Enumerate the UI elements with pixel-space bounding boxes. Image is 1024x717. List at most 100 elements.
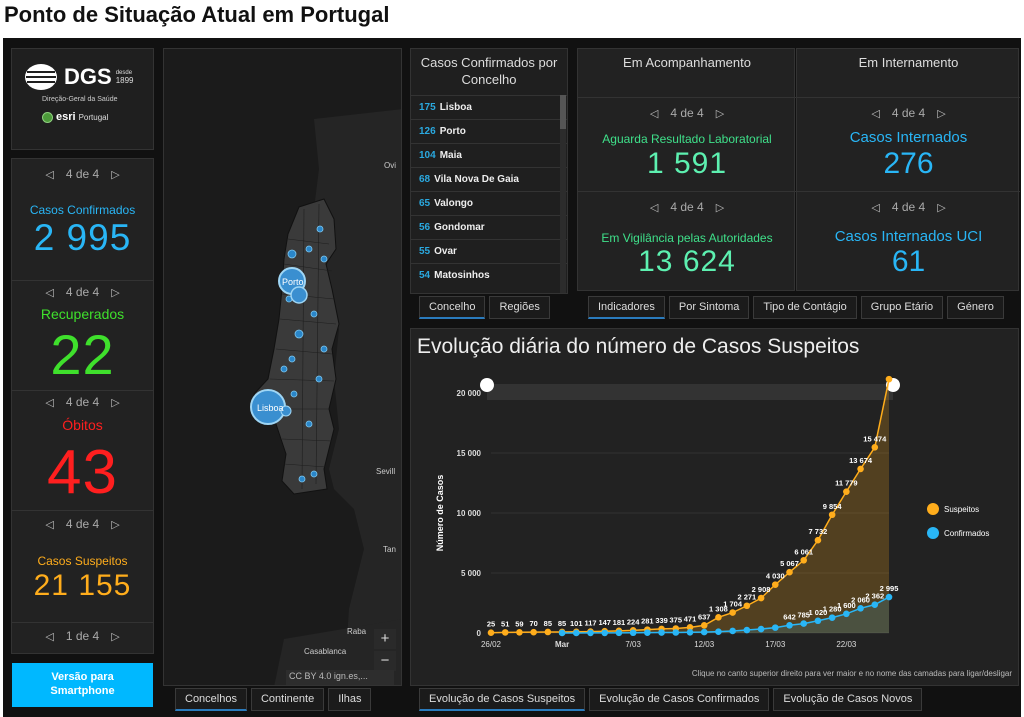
prev-arrow-icon[interactable]: ◁ (45, 630, 54, 643)
data-point[interactable] (501, 629, 509, 636)
list-item[interactable]: 56 Gondomar (411, 215, 567, 239)
range-slider[interactable] (487, 384, 893, 400)
map-panel[interactable]: Porto Lisboa Ovi Sevill Tan Raba Casabla… (163, 48, 402, 686)
data-point[interactable] (601, 629, 609, 637)
legend-label[interactable]: Suspeitos (944, 505, 979, 514)
tab-evolucao-novos[interactable]: Evolução de Casos Novos (773, 688, 923, 711)
data-point[interactable] (885, 593, 893, 601)
next-arrow-icon[interactable]: ▷ (715, 107, 725, 120)
next-arrow-icon[interactable]: ▷ (937, 107, 946, 120)
data-point[interactable] (871, 444, 879, 451)
list-item[interactable]: 65 Valongo (411, 191, 567, 215)
data-point[interactable] (814, 536, 822, 544)
data-point[interactable] (757, 625, 765, 633)
x-tick-label: 26/02 (481, 640, 502, 649)
next-arrow-icon[interactable]: ▷ (111, 168, 120, 181)
next-arrow-icon[interactable]: ▷ (111, 396, 120, 409)
data-point[interactable] (544, 628, 552, 636)
data-point[interactable] (516, 628, 523, 636)
tab-regioes[interactable]: Regiões (489, 296, 550, 319)
data-point[interactable] (558, 629, 566, 637)
tab-concelhos[interactable]: Concelhos (175, 688, 247, 711)
prev-arrow-icon[interactable]: ◁ (45, 518, 54, 531)
data-point[interactable] (771, 624, 779, 631)
legend-label[interactable]: Confirmados (944, 529, 989, 538)
data-point[interactable] (686, 624, 694, 631)
scrollbar-thumb[interactable] (560, 95, 566, 129)
list-item[interactable]: 54 Matosinhos (411, 263, 567, 287)
legend-dot[interactable] (927, 527, 939, 539)
data-point[interactable] (729, 627, 736, 635)
tab-indicadores[interactable]: Indicadores (588, 296, 665, 319)
data-point[interactable] (828, 511, 836, 519)
data-point[interactable] (658, 629, 665, 636)
data-point[interactable] (843, 610, 850, 618)
prev-arrow-icon[interactable]: ◁ (649, 201, 659, 214)
prev-arrow-icon[interactable]: ◁ (871, 107, 880, 120)
tab-concelho[interactable]: Concelho (419, 296, 486, 319)
next-arrow-icon[interactable]: ▷ (111, 286, 120, 299)
zoom-out-button[interactable]: − (374, 651, 396, 671)
data-point[interactable] (843, 488, 850, 495)
data-point[interactable] (786, 568, 793, 576)
data-point[interactable] (700, 628, 708, 636)
tab-ilhas[interactable]: Ilhas (328, 688, 372, 711)
prev-arrow-icon[interactable]: ◁ (45, 168, 54, 181)
tab-continente[interactable]: Continente (250, 688, 325, 711)
prev-arrow-icon[interactable]: ◁ (45, 396, 54, 409)
data-point[interactable] (828, 614, 836, 621)
prev-arrow-icon[interactable]: ◁ (45, 286, 54, 299)
tab-tipo-contagio[interactable]: Tipo de Contágio (753, 296, 857, 319)
map-attribution[interactable]: CC BY 4.0 ign.es,... (286, 670, 394, 685)
data-point[interactable] (729, 609, 736, 616)
data-point[interactable] (700, 622, 708, 629)
data-point[interactable] (572, 629, 580, 637)
tab-genero[interactable]: Género (947, 296, 1004, 319)
data-point[interactable] (814, 617, 822, 625)
zoom-in-button[interactable]: + (374, 629, 396, 649)
tab-evolucao-suspeitos[interactable]: Evolução de Casos Suspeitos (419, 688, 586, 711)
data-point[interactable] (743, 602, 751, 610)
prev-arrow-icon[interactable]: ◁ (649, 107, 659, 120)
data-point[interactable] (885, 375, 893, 383)
list-item[interactable]: 68 Vila Nova De Gaia (411, 167, 567, 191)
data-point[interactable] (644, 629, 651, 636)
data-point[interactable] (686, 628, 694, 636)
next-arrow-icon[interactable]: ▷ (715, 201, 725, 214)
list-item[interactable]: 175 Lisboa (411, 95, 567, 119)
next-arrow-icon[interactable]: ▷ (937, 201, 946, 214)
data-point[interactable] (800, 556, 808, 564)
range-handle-left[interactable] (480, 378, 494, 392)
legend-dot[interactable] (927, 503, 939, 515)
data-point[interactable] (857, 604, 864, 612)
suspected-cases-chart[interactable]: 0 5 000 10 000 15 000 20 000 Número de Casos 2… (411, 369, 1020, 669)
data-point[interactable] (857, 465, 864, 473)
data-point[interactable] (743, 626, 751, 634)
data-point[interactable] (715, 628, 722, 635)
data-point[interactable] (771, 581, 779, 588)
list-item[interactable]: 104 Maia (411, 143, 567, 167)
data-point[interactable] (757, 594, 765, 602)
next-arrow-icon[interactable]: ▷ (111, 630, 120, 643)
data-point[interactable] (487, 629, 495, 636)
list-item[interactable]: 55 Ovar (411, 239, 567, 263)
list-item[interactable]: 126 Porto (411, 119, 567, 143)
data-point[interactable] (786, 621, 793, 629)
portugal-map[interactable] (164, 49, 402, 686)
data-point[interactable] (672, 629, 680, 636)
data-point[interactable] (615, 629, 623, 637)
tab-grupo-etario[interactable]: Grupo Etário (860, 296, 944, 319)
prev-arrow-icon[interactable]: ◁ (871, 201, 880, 214)
tab-evolucao-confirmados[interactable]: Evolução de Casos Confirmados (589, 688, 770, 711)
data-point[interactable] (629, 629, 637, 637)
data-label: 4 030 (766, 572, 785, 581)
data-point[interactable] (715, 614, 722, 621)
data-point[interactable] (530, 628, 537, 636)
next-arrow-icon[interactable]: ▷ (111, 518, 120, 531)
data-point[interactable] (587, 629, 594, 637)
tab-por-sintoma[interactable]: Por Sintoma (668, 296, 750, 319)
smartphone-version-button[interactable]: Versão para Smartphone (12, 663, 153, 707)
data-point[interactable] (871, 601, 879, 608)
data-point[interactable] (800, 620, 808, 627)
list-scrollbar[interactable] (560, 95, 566, 293)
